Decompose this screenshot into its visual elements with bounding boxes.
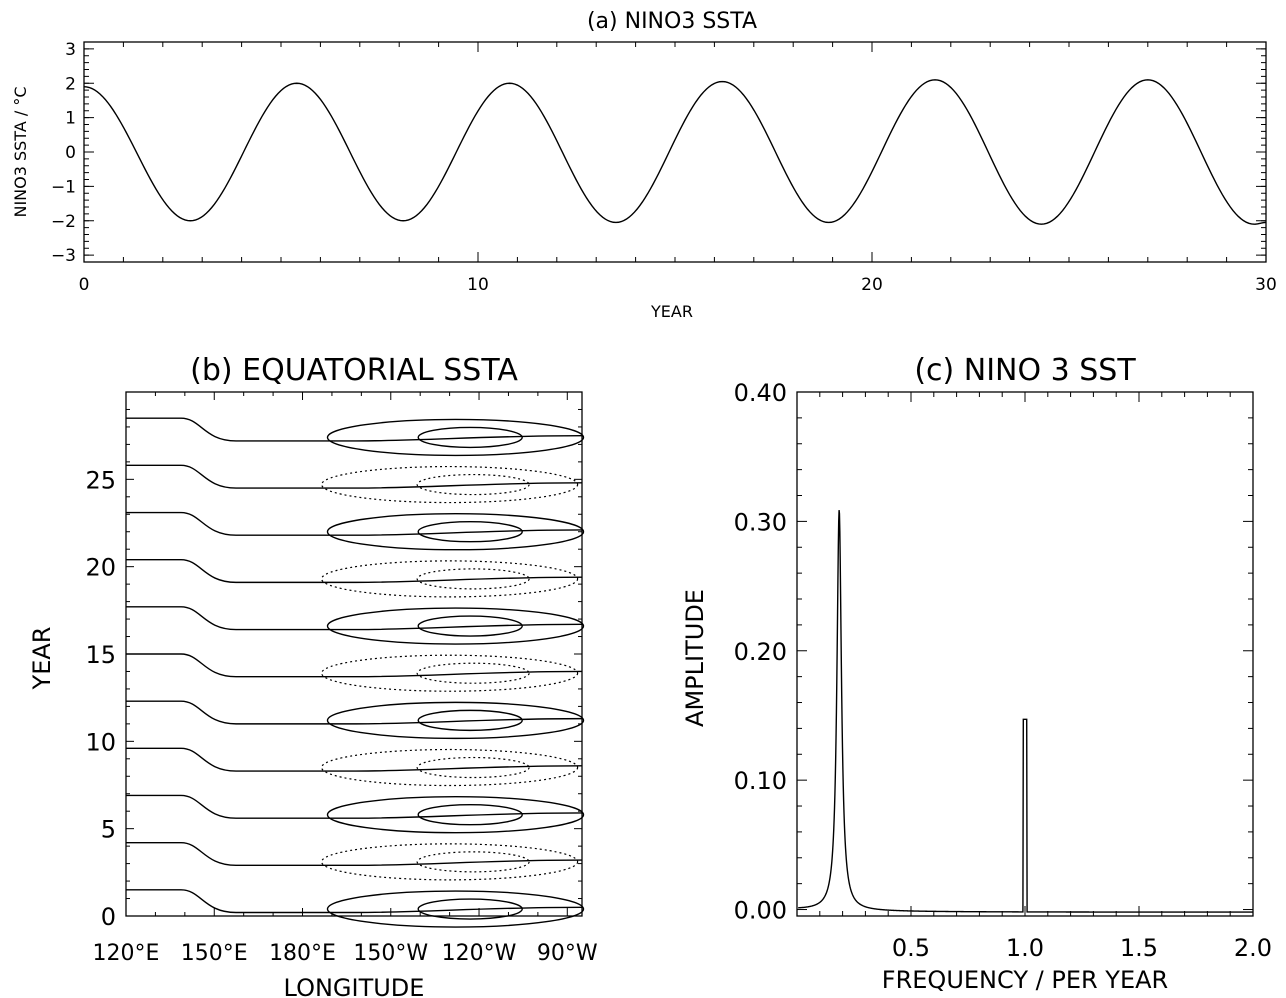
panel-c-spectrum-line — [798, 510, 1253, 913]
panel-b-y-tick-label: 25 — [85, 466, 116, 494]
panel-b-positive-contour-outer — [326, 513, 585, 551]
panel-b-positive-contour-outer — [326, 701, 585, 740]
panel-c-x-tick-label: 1.0 — [1006, 934, 1044, 962]
panel-b-negative-contour-outer — [321, 465, 579, 504]
panel-a-y-tick-label: 0 — [65, 143, 76, 163]
panel-b-contour-line — [126, 747, 583, 772]
panel-a-y-tick-label: 2 — [65, 74, 76, 94]
panel-b-contour-line — [126, 606, 583, 631]
panel-a-x-tick-label: 0 — [79, 275, 90, 295]
panel-b-xlabel: LONGITUDE — [284, 974, 425, 998]
panel-a-x-tick-label: 30 — [1255, 275, 1277, 295]
panel-a-y-tick-label: −3 — [51, 246, 76, 266]
panel-b-contour-line — [126, 889, 583, 914]
panel-b-contour-line — [126, 558, 583, 584]
panel-b-frame — [125, 391, 583, 917]
panel-c-frame — [796, 391, 1254, 917]
panel-b-positive-contour-inner — [417, 898, 523, 920]
panel-b-y-tick-label: 0 — [101, 903, 116, 931]
panel-b-contour-line — [126, 464, 583, 489]
panel-b-contour-line — [126, 417, 583, 442]
panel-b-contour-line — [126, 794, 583, 819]
panel-a-title: (a) NINO3 SSTA — [587, 9, 757, 34]
panel-a-frame — [83, 41, 1267, 263]
panel-c-y-tick-label: 0.20 — [734, 638, 787, 666]
panel-a-y-tick-label: −2 — [51, 212, 76, 232]
panel-c-y-tick-label: 0.40 — [734, 379, 787, 407]
panel-c-x-tick-label: 2.0 — [1234, 934, 1272, 962]
panel-a-ylabel: NINO3 SSTA / °C — [11, 86, 30, 217]
panel-a-y-tick-label: 1 — [65, 109, 76, 129]
panel-b-y-tick-label: 20 — [85, 554, 116, 582]
panel-c-y-tick-label: 0.30 — [734, 508, 787, 536]
panel-c-x-tick-label: 1.5 — [1120, 934, 1158, 962]
panel-b-y-tick-label: 10 — [85, 728, 116, 756]
panel-c-y-tick-labels: 0.40 0.30 0.20 0.10 0.00 — [734, 379, 787, 925]
panel-b-contour-line — [126, 653, 583, 678]
panel-c: (c) NINO 3 SST 0.40 0.30 0.20 0.10 0.00 0.5 1… — [681, 353, 1272, 994]
panel-a-x-tick-labels: 0 10 20 30 — [79, 275, 1277, 295]
panel-b-positive-contour-inner — [417, 426, 523, 449]
panel-b-y-tick-label: 15 — [85, 641, 116, 669]
panel-b-negative-contour-inner — [416, 851, 530, 873]
panel-b-x-tick-label: 120°W — [442, 941, 517, 966]
panel-c-title: (c) NINO 3 SST — [914, 353, 1136, 388]
panel-b-ylabel: YEAR — [28, 627, 56, 691]
panel-b-x-tick-label: 150°E — [181, 941, 248, 966]
panel-b-positive-contour-inner — [417, 803, 523, 826]
panel-c-y-tick-label: 0.10 — [734, 767, 787, 795]
panel-b-negative-contour-outer — [321, 654, 579, 692]
panel-b-y-tick-label: 5 — [101, 816, 116, 844]
panel-a-xlabel: YEAR — [650, 302, 693, 321]
panel-b-x-tick-label: 180°E — [269, 941, 336, 966]
panel-b-contour-line — [126, 511, 583, 536]
panel-b-negative-contour-outer — [321, 560, 579, 598]
panel-b: (b) EQUATORIAL SSTA 0 5 10 15 20 25 120°E 150°… — [28, 353, 598, 998]
panel-b-negative-contour-inner — [416, 662, 530, 684]
panel-b-contours — [126, 417, 585, 928]
panel-b-ticks — [125, 391, 582, 917]
panel-b-contour-line — [126, 700, 583, 725]
panel-c-x-tick-labels: 0.5 1.0 1.5 2.0 — [892, 934, 1272, 962]
panel-a-y-tick-labels: 3 2 1 0 −1 −2 −3 — [51, 40, 1266, 266]
panel-a-series-line — [83, 79, 1266, 225]
panel-c-y-tick-label: 0.00 — [734, 897, 787, 925]
panel-a-y-tick-label: 3 — [65, 40, 76, 60]
panel-a-minor-ticks — [83, 41, 1267, 263]
panel-b-positive-contour-outer — [326, 795, 585, 834]
panel-b-positive-contour-inner — [417, 615, 523, 637]
panel-b-contour-line — [126, 841, 583, 867]
panel-b-title: (b) EQUATORIAL SSTA — [190, 353, 518, 388]
panel-b-negative-contour-inner — [416, 568, 530, 590]
panel-b-x-tick-label: 120°E — [93, 941, 160, 966]
panel-b-y-tick-labels: 0 5 10 15 20 25 — [85, 466, 116, 931]
panel-a-y-tick-label: −1 — [51, 177, 76, 197]
panel-c-ylabel: AMPLITUDE — [681, 589, 709, 727]
panel-b-x-tick-label: 90°W — [537, 941, 598, 966]
panel-a-x-tick-label: 20 — [861, 275, 883, 295]
panel-b-negative-contour-inner — [416, 473, 530, 496]
panel-b-positive-contour-inner — [417, 521, 523, 543]
panel-b-negative-contour-outer — [321, 843, 579, 881]
panel-b-positive-contour-outer — [326, 890, 585, 928]
panel-b-negative-contour-outer — [321, 748, 579, 787]
panel-b-positive-contour-inner — [417, 709, 523, 732]
panel-c-x-tick-label: 0.5 — [892, 934, 930, 962]
panel-b-x-tick-label: 150°W — [353, 941, 428, 966]
panel-b-positive-contour-outer — [326, 607, 585, 645]
panel-c-ticks — [797, 391, 1254, 916]
panel-b-x-tick-labels: 120°E 150°E 180°E 150°W 120°W 90°W — [93, 941, 598, 966]
panel-a-x-tick-label: 10 — [467, 275, 489, 295]
panel-b-negative-contour-inner — [416, 756, 530, 779]
panel-c-xlabel: FREQUENCY / PER YEAR — [882, 966, 1168, 994]
panel-b-positive-contour-outer — [326, 418, 585, 457]
